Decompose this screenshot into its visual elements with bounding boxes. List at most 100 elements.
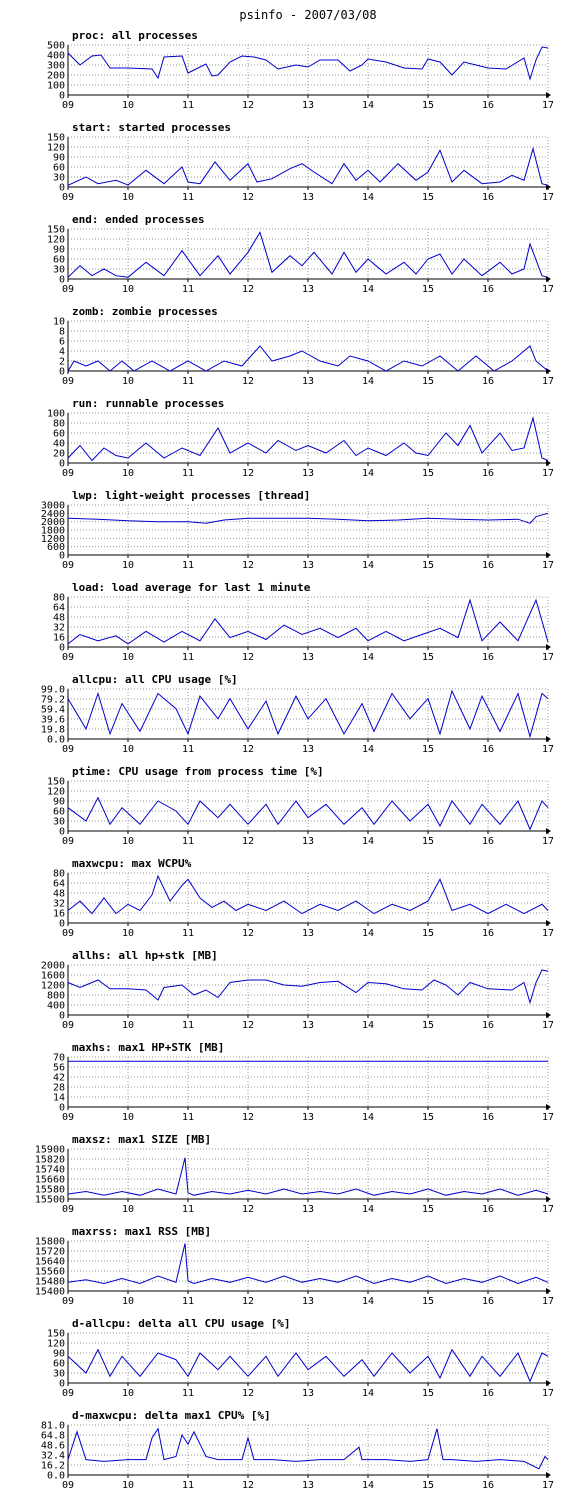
panel-title: lwp: light-weight processes [thread] <box>72 489 310 502</box>
x-axis-arrow <box>546 920 551 926</box>
x-axis-arrow <box>546 1472 551 1478</box>
panel-title: run: runnable processes <box>72 397 224 410</box>
x-tick-label: 09 <box>62 928 74 939</box>
series-line <box>67 345 549 372</box>
y-tick-label: 16.2 <box>41 1461 65 1472</box>
y-tick-label: 30 <box>53 1369 65 1380</box>
y-tick-label: 15640 <box>35 1257 65 1268</box>
x-tick-label: 17 <box>542 652 554 663</box>
x-axis-arrow <box>546 460 551 466</box>
series-line <box>67 512 549 524</box>
x-tick-label: 14 <box>362 744 374 755</box>
y-tick-label: 0 <box>59 919 65 930</box>
y-tick-label: 100 <box>47 81 65 92</box>
panel-8: ptime: CPU usage from process time [%] 15… <box>47 765 554 847</box>
y-tick-label: 64.8 <box>41 1431 65 1442</box>
y-tick-label: 14 <box>53 1093 65 1104</box>
y-tick-label: 400 <box>47 51 65 62</box>
x-tick-label: 12 <box>242 836 254 847</box>
y-tick-label: 90 <box>53 153 65 164</box>
panel-title: d-maxwcpu: delta max1 CPU% [%] <box>72 1409 271 1422</box>
x-tick-label: 14 <box>362 1296 374 1307</box>
panel-title: ptime: CPU usage from process time [%] <box>72 765 324 778</box>
y-tick-label: 90 <box>53 797 65 808</box>
x-tick-label: 11 <box>182 1020 194 1031</box>
y-tick-label: 15800 <box>35 1237 65 1248</box>
y-tick-label: 0.0 <box>47 1471 65 1482</box>
x-tick-label: 13 <box>302 192 314 203</box>
y-tick-label: 0 <box>59 91 65 102</box>
x-tick-label: 12 <box>242 376 254 387</box>
y-tick-label: 2400 <box>41 509 65 520</box>
x-tick-label: 11 <box>182 1204 194 1215</box>
y-tick-label: 4 <box>59 347 65 358</box>
x-tick-label: 15 <box>422 1296 434 1307</box>
panel-12: maxsz: max1 SIZE [MB] 1590015820157401566… <box>35 1133 554 1215</box>
x-tick-label: 09 <box>62 1112 74 1123</box>
panel-15: d-maxwcpu: delta max1 CPU% [%] 81.064.848… <box>41 1409 554 1491</box>
series-line <box>67 689 549 739</box>
x-tick-label: 09 <box>62 1480 74 1491</box>
x-tick-label: 11 <box>182 100 194 111</box>
x-tick-label: 17 <box>542 1388 554 1399</box>
x-tick-label: 10 <box>122 1296 134 1307</box>
x-tick-label: 12 <box>242 1204 254 1215</box>
x-axis-arrow <box>546 552 551 558</box>
x-tick-label: 17 <box>542 468 554 479</box>
y-tick-label: 120 <box>47 235 65 246</box>
x-tick-label: 09 <box>62 1388 74 1399</box>
x-tick-label: 15 <box>422 1112 434 1123</box>
y-tick-label: 30 <box>53 265 65 276</box>
x-tick-label: 17 <box>542 1204 554 1215</box>
y-tick-label: 32 <box>53 899 65 910</box>
x-tick-label: 17 <box>542 744 554 755</box>
x-tick-label: 14 <box>362 376 374 387</box>
y-tick-label: 48.6 <box>41 1441 65 1452</box>
x-tick-label: 16 <box>482 192 494 203</box>
y-tick-label: 150 <box>47 225 65 236</box>
y-tick-label: 120 <box>47 143 65 154</box>
x-tick-label: 16 <box>482 1204 494 1215</box>
x-tick-label: 14 <box>362 1388 374 1399</box>
x-tick-label: 14 <box>362 1112 374 1123</box>
x-tick-label: 11 <box>182 1388 194 1399</box>
x-tick-label: 11 <box>182 284 194 295</box>
x-tick-label: 09 <box>62 192 74 203</box>
x-tick-label: 17 <box>542 928 554 939</box>
panel-6: load: load average for last 1 minute 8064… <box>53 581 554 663</box>
y-tick-label: 60 <box>53 1359 65 1370</box>
y-tick-label: 150 <box>47 1329 65 1340</box>
x-tick-label: 09 <box>62 376 74 387</box>
x-tick-label: 09 <box>62 1296 74 1307</box>
x-axis-arrow <box>546 828 551 834</box>
y-tick-label: 48 <box>53 889 65 900</box>
y-tick-label: 2000 <box>41 961 65 972</box>
x-tick-label: 15 <box>422 928 434 939</box>
y-tick-label: 15560 <box>35 1267 65 1278</box>
x-tick-label: 16 <box>482 744 494 755</box>
x-tick-label: 16 <box>482 1112 494 1123</box>
series-line <box>67 969 549 1005</box>
y-tick-label: 100 <box>47 409 65 420</box>
panel-14: d-allcpu: delta all CPU usage [%]1501209… <box>47 1317 554 1399</box>
panel-title: allcpu: all CPU usage [%] <box>72 673 238 686</box>
x-tick-label: 13 <box>302 1204 314 1215</box>
x-tick-label: 10 <box>122 1204 134 1215</box>
x-tick-label: 13 <box>302 1480 314 1491</box>
x-tick-label: 13 <box>302 744 314 755</box>
x-tick-label: 17 <box>542 100 554 111</box>
y-tick-label: 90 <box>53 245 65 256</box>
y-tick-label: 32.4 <box>41 1451 65 1462</box>
panel-title: start: started processes <box>72 121 231 134</box>
x-tick-label: 10 <box>122 1112 134 1123</box>
x-tick-label: 12 <box>242 1480 254 1491</box>
y-tick-label: 0 <box>59 643 65 654</box>
x-axis-arrow <box>546 1380 551 1386</box>
y-tick-label: 60 <box>53 429 65 440</box>
x-tick-label: 10 <box>122 376 134 387</box>
y-tick-label: 6 <box>59 337 65 348</box>
x-tick-label: 15 <box>422 1020 434 1031</box>
x-tick-label: 12 <box>242 1020 254 1031</box>
